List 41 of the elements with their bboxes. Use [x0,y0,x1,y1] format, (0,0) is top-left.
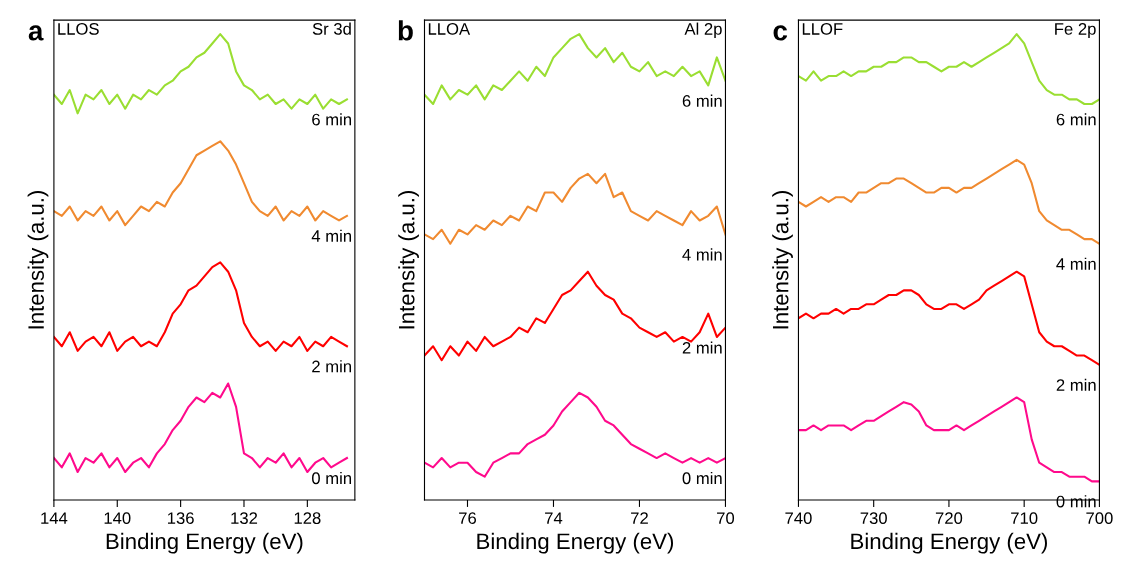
x-tick-label: 720 [935,512,963,525]
annotation: LLOS [58,23,99,35]
x-tick-label: 76 [459,512,477,525]
chart-title: a [28,25,44,41]
x-axis-title: Binding Energy (eV) [477,532,674,554]
x-tick-label: 128 [294,512,321,525]
annotation: Fe 2p [1055,23,1096,39]
x-tick-label: 710 [1011,512,1038,525]
series-label: 2 min [1056,378,1096,391]
series-label: 0 min [682,471,722,485]
series-label: 4 min [1056,257,1096,270]
x-tick-label: 730 [860,512,887,525]
y-axis-title: Intensity (a.u.) [398,191,419,329]
series-label: 0 min [311,471,352,485]
series-label: 6 min [1056,113,1096,126]
x-tick-label: 72 [631,512,648,524]
x-tick-label: 70 [717,512,735,525]
annotation: LLOA [428,23,471,35]
x-tick-label: 140 [104,512,131,525]
y-axis-title: Intensity (a.u.) [772,191,793,329]
series-label: 2 min [312,360,352,373]
x-tick-label: 144 [41,512,68,524]
chart-title: b [398,20,413,41]
x-tick-label: 136 [167,512,194,525]
x-tick-label: 700 [1086,512,1113,525]
y-axis-title: Intensity (a.u.) [27,191,49,329]
annotation: Al 2p [684,22,722,39]
series-label: 4 min [311,229,352,242]
annotation: LLOF [802,23,843,35]
x-tick-label: 132 [231,512,258,525]
x-tick-label: 74 [545,512,563,524]
series-label: 4 min [682,248,722,261]
series-label: 6 min [312,113,352,126]
series-label: 0 min [1056,495,1096,508]
series-label: 6 min [682,94,722,107]
x-axis-title: Binding Energy (eV) [851,532,1047,554]
x-axis-title: Binding Energy (eV) [106,532,303,554]
x-tick-label: 740 [785,512,812,525]
chart-title: c [773,25,788,41]
series-label: 2 min [682,341,722,354]
annotation: Sr 3d [312,22,351,35]
